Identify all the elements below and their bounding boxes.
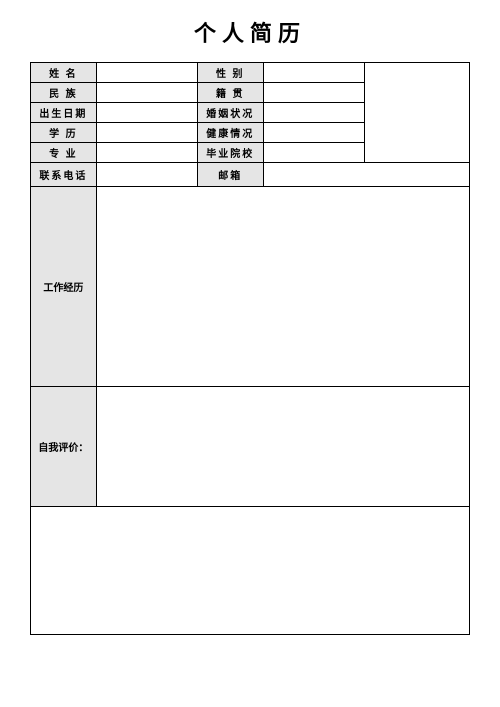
row-contact: 联系电话 邮箱 [31, 163, 470, 187]
value-edu [96, 123, 197, 143]
value-self [96, 387, 469, 507]
value-work [96, 187, 469, 387]
row-bottom [31, 507, 470, 635]
value-health [263, 123, 364, 143]
row-name: 姓 名 性 别 [31, 63, 470, 83]
value-origin [263, 83, 364, 103]
value-major [96, 143, 197, 163]
value-marital [263, 103, 364, 123]
label-phone: 联系电话 [31, 163, 97, 187]
label-edu: 学 历 [31, 123, 97, 143]
label-school: 毕业院校 [197, 143, 263, 163]
value-email [263, 163, 469, 187]
row-self: 自我评价： [31, 387, 470, 507]
value-phone [96, 163, 197, 187]
label-gender: 性 别 [197, 63, 263, 83]
value-name [96, 63, 197, 83]
row-work: 工作经历 [31, 187, 470, 387]
value-school [263, 143, 364, 163]
label-work: 工作经历 [31, 187, 97, 387]
label-health: 健康情况 [197, 123, 263, 143]
value-gender [263, 63, 364, 83]
label-marital: 婚姻状况 [197, 103, 263, 123]
label-birth: 出生日期 [31, 103, 97, 123]
page-title: 个人简历 [30, 16, 470, 48]
bottom-area [31, 507, 470, 635]
label-self: 自我评价： [31, 387, 97, 507]
value-ethnic [96, 83, 197, 103]
label-origin: 籍 贯 [197, 83, 263, 103]
label-name: 姓 名 [31, 63, 97, 83]
photo-cell [364, 63, 469, 163]
resume-table: 姓 名 性 别 民 族 籍 贯 出生日期 婚姻状况 学 历 健康情况 专 业 毕… [30, 62, 470, 635]
label-major: 专 业 [31, 143, 97, 163]
label-ethnic: 民 族 [31, 83, 97, 103]
value-birth [96, 103, 197, 123]
label-email: 邮箱 [197, 163, 263, 187]
